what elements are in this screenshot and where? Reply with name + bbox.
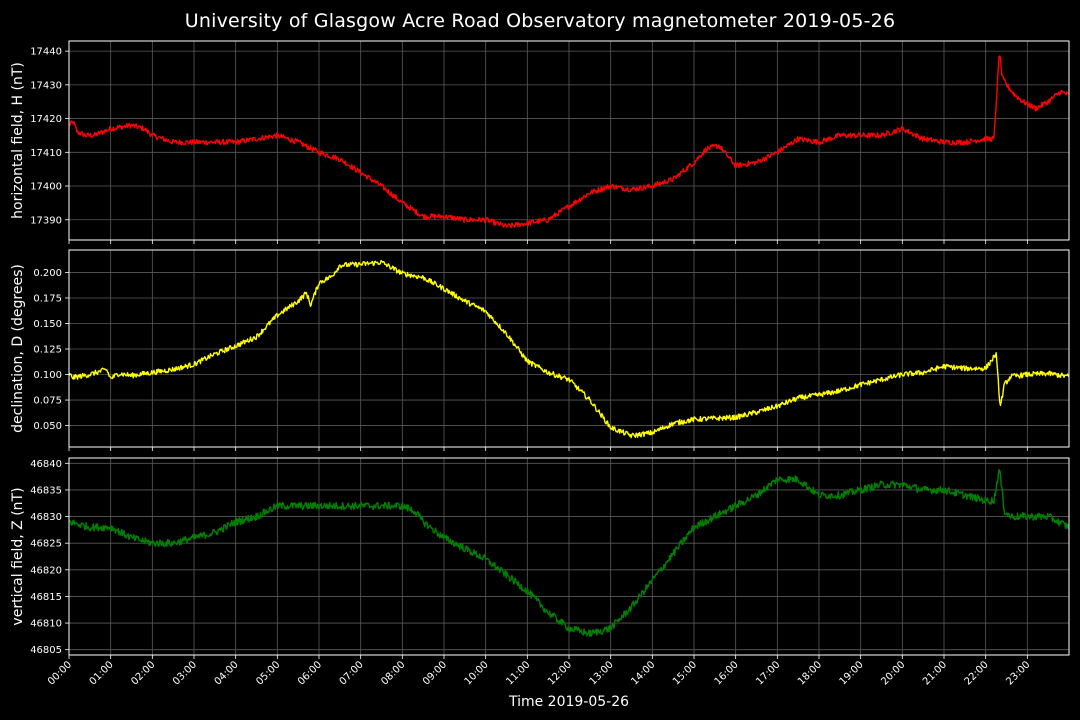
panel-frame xyxy=(68,457,1070,656)
y-tick-label: 46805 xyxy=(30,645,62,656)
y-tick-label: 17400 xyxy=(30,182,62,193)
x-tick-label: 15:00 xyxy=(671,659,699,687)
series-line-Z xyxy=(68,469,1070,637)
y-tick-label: 0.175 xyxy=(33,293,62,304)
panel-H: 17390 17400 17410 17420 17430 17440 horizontal… xyxy=(10,40,1070,244)
panel-frame xyxy=(68,40,1070,241)
panel-frame xyxy=(68,249,1070,448)
x-tick-label: 12:00 xyxy=(546,659,574,687)
x-tick-label: 01:00 xyxy=(88,659,116,687)
y-tick-label: 17420 xyxy=(30,114,62,125)
y-tick-label: 46835 xyxy=(30,485,62,496)
x-tick-label: 23:00 xyxy=(1004,659,1032,687)
y-tick-label: 46810 xyxy=(30,619,62,630)
x-tick-label: 16:00 xyxy=(713,659,741,687)
x-tick-label: 17:00 xyxy=(754,659,782,687)
y-tick-label: 17390 xyxy=(30,215,62,226)
x-tick-label: 22:00 xyxy=(963,659,991,687)
x-tick-label: 10:00 xyxy=(463,659,491,687)
y-tick-label: 0.150 xyxy=(33,319,62,330)
y-tick-label: 0.050 xyxy=(33,421,62,432)
y-tick-label: 46820 xyxy=(30,565,62,576)
x-tick-label: 09:00 xyxy=(421,659,449,687)
series-line-H xyxy=(68,55,1070,229)
y-tick-label: 0.125 xyxy=(33,345,62,356)
y-tick-label: 17430 xyxy=(30,80,62,91)
y-tick-label: 0.075 xyxy=(33,396,62,407)
x-tick-label: 21:00 xyxy=(921,659,949,687)
x-axis: 00:00 01:00 02:00 03:00 04:00 05:00 06:00 07:00… xyxy=(46,659,1032,687)
y-axis-label-Z: vertical field, Z (nT) xyxy=(10,487,26,625)
x-tick-label: 14:00 xyxy=(629,659,657,687)
x-tick-label: 00:00 xyxy=(46,659,74,687)
x-tick-label: 11:00 xyxy=(504,659,532,687)
y-tick-label: 17410 xyxy=(30,148,62,159)
x-tick-label: 20:00 xyxy=(879,659,907,687)
series-line-D xyxy=(68,259,1070,439)
y-tick-label: 46825 xyxy=(30,539,62,550)
y-axis-label-D: declination, D (degrees) xyxy=(10,264,26,433)
panel-D: 0.050 0.075 0.100 0.125 0.150 0.175 0.200 decli… xyxy=(10,249,1070,451)
x-tick-label: 19:00 xyxy=(838,659,866,687)
x-tick-label: 08:00 xyxy=(379,659,407,687)
x-axis-label: Time 2019-05-26 xyxy=(508,694,629,710)
x-tick-label: 05:00 xyxy=(254,659,282,687)
chart-title: University of Glasgow Acre Road Observat… xyxy=(184,10,896,32)
y-tick-label: 46815 xyxy=(30,592,62,603)
y-tick-label: 46840 xyxy=(30,459,62,470)
y-axis-label-H: horizontal field, H (nT) xyxy=(10,62,26,219)
x-tick-label: 13:00 xyxy=(588,659,616,687)
y-tick-label: 0.100 xyxy=(33,370,62,381)
y-tick-label: 17440 xyxy=(30,47,62,58)
x-tick-label: 06:00 xyxy=(296,659,324,687)
x-tick-label: 03:00 xyxy=(171,659,199,687)
x-tick-label: 07:00 xyxy=(338,659,366,687)
x-tick-label: 18:00 xyxy=(796,659,824,687)
x-tick-label: 04:00 xyxy=(213,659,241,687)
panels-layer: 17390 17400 17410 17420 17430 17440 horizontal… xyxy=(10,40,1070,659)
y-tick-label: 46830 xyxy=(30,512,62,523)
x-tick-label: 02:00 xyxy=(129,659,157,687)
y-tick-label: 0.200 xyxy=(33,268,62,279)
panel-Z: 46805 46810 46815 46820 46825 46830 46835 46840… xyxy=(10,457,1070,659)
